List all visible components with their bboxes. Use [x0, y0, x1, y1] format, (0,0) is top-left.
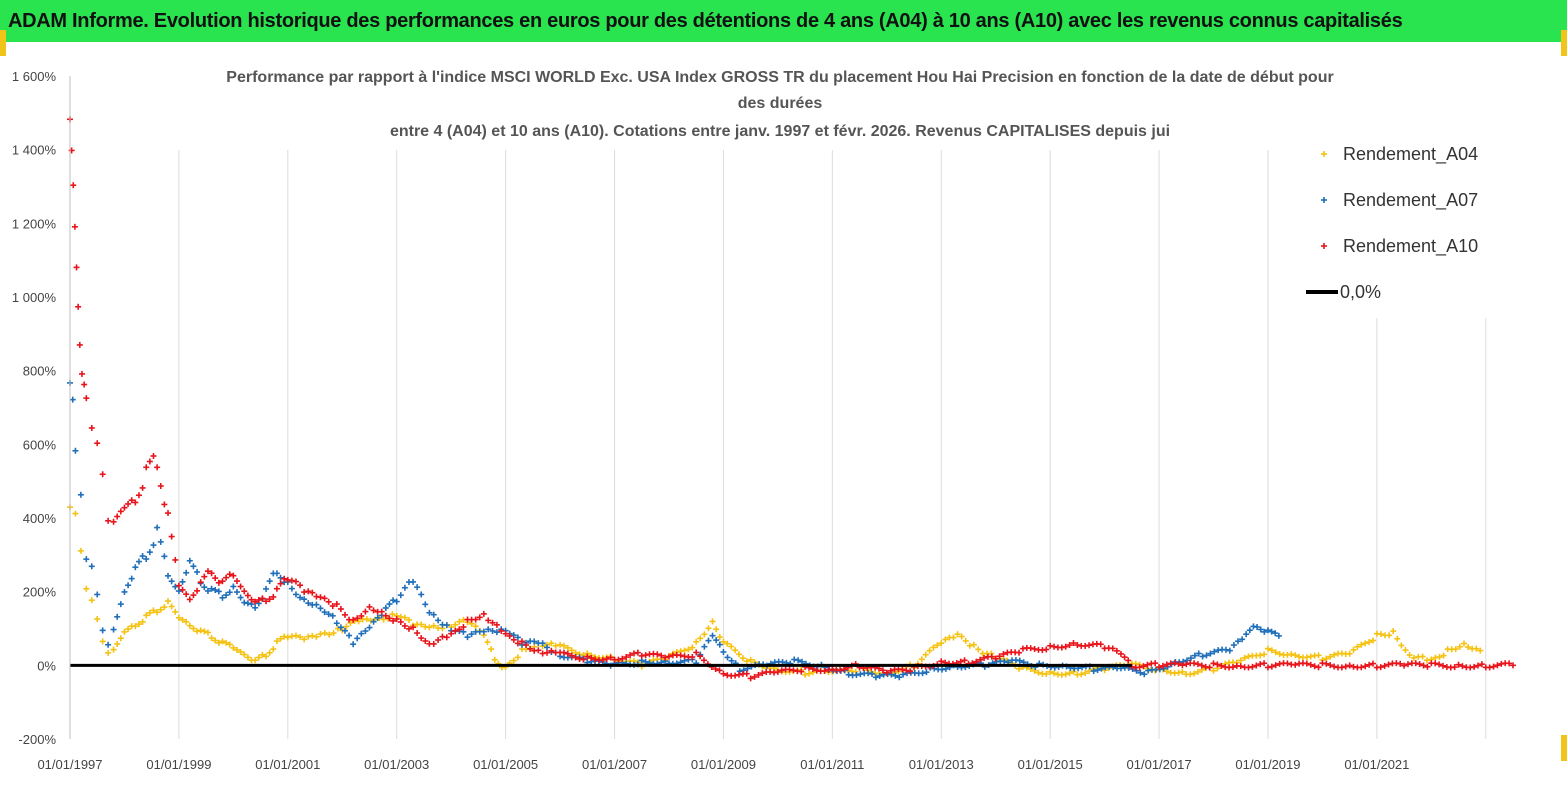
y-tick-label: 200%: [23, 585, 57, 600]
x-tick-label: 01/01/2011: [800, 757, 864, 772]
chart-title: Performance par rapport à l'indice MSCI …: [226, 69, 1333, 140]
x-tick-label: 01/01/1997: [37, 757, 102, 772]
x-tick-label: 01/01/2017: [1127, 757, 1192, 772]
legend-cross-marker: [1321, 243, 1327, 249]
y-tick-label: 600%: [23, 437, 57, 452]
banner: ADAM Informe. Evolution historique des p…: [0, 0, 1567, 42]
chart-area: 1 600% 1 400% 1 200% 1 000% 800% 600% 400% 200%…: [0, 42, 1567, 790]
x-tick-label: 01/01/2021: [1344, 757, 1409, 772]
y-tick-label: 1 400%: [12, 143, 57, 158]
x-tick-label: 01/01/2013: [909, 757, 974, 772]
chart-title-line-2: des durées: [738, 95, 823, 112]
x-tick-label: 01/01/2003: [364, 757, 429, 772]
x-axis-ticks: 01/01/1997 01/01/1999 01/01/2001 01/01/2003…: [37, 757, 1409, 772]
legend-label: 0,0%: [1340, 282, 1381, 302]
chart-title-line-3: entre 4 (A04) et 10 ans (A10). Cotations…: [390, 123, 1170, 140]
y-axis-ticks: 1 600% 1 400% 1 200% 1 000% 800% 600% 400% 200%…: [12, 69, 57, 747]
corner-mark-bottom-right: [1561, 735, 1567, 761]
y-tick-label: 1 000%: [12, 290, 57, 305]
x-tick-label: 01/01/2009: [691, 757, 756, 772]
chart-title-line-1: Performance par rapport à l'indice MSCI …: [226, 69, 1333, 86]
legend-item-0-0-[interactable]: 0,0%: [1306, 282, 1381, 302]
series-rendement-a07: [67, 379, 1282, 681]
series-rendement-a04: [67, 504, 1484, 678]
legend-cross-marker: [1321, 197, 1327, 203]
x-tick-label: 01/01/2015: [1018, 757, 1083, 772]
legend-background: [1296, 134, 1492, 318]
x-tick-label: 01/01/2019: [1235, 757, 1300, 772]
corner-mark-top-left: [0, 30, 6, 56]
legend-label: Rendement_A04: [1343, 144, 1478, 165]
legend-item-rendement-a07[interactable]: Rendement_A07: [1321, 190, 1478, 211]
legend-item-rendement-a10[interactable]: Rendement_A10: [1321, 236, 1478, 257]
x-tick-label: 01/01/2007: [582, 757, 647, 772]
banner-title: ADAM Informe. Evolution historique des p…: [8, 10, 1403, 32]
legend-label: Rendement_A10: [1343, 236, 1478, 257]
x-tick-label: 01/01/2005: [473, 757, 538, 772]
legend-label: Rendement_A07: [1343, 190, 1478, 211]
y-tick-label: -200%: [18, 732, 56, 747]
legend-item-rendement-a04[interactable]: Rendement_A04: [1321, 144, 1478, 165]
performance-chart: 1 600% 1 400% 1 200% 1 000% 800% 600% 400% 200%…: [12, 69, 1516, 772]
y-tick-label: 400%: [23, 511, 57, 526]
y-tick-label: 0%: [37, 658, 56, 673]
legend[interactable]: Rendement_A04 Rendement_A07 Rendement_A10 0…: [1296, 134, 1492, 318]
x-tick-label: 01/01/1999: [146, 757, 211, 772]
legend-cross-marker: [1321, 151, 1327, 157]
x-tick-label: 01/01/2001: [255, 757, 320, 772]
corner-mark-top-right: [1561, 30, 1567, 56]
y-tick-label: 800%: [23, 364, 57, 379]
y-tick-label: 1 200%: [12, 216, 57, 231]
y-tick-label: 1 600%: [12, 69, 57, 84]
grid: [178, 150, 1487, 739]
